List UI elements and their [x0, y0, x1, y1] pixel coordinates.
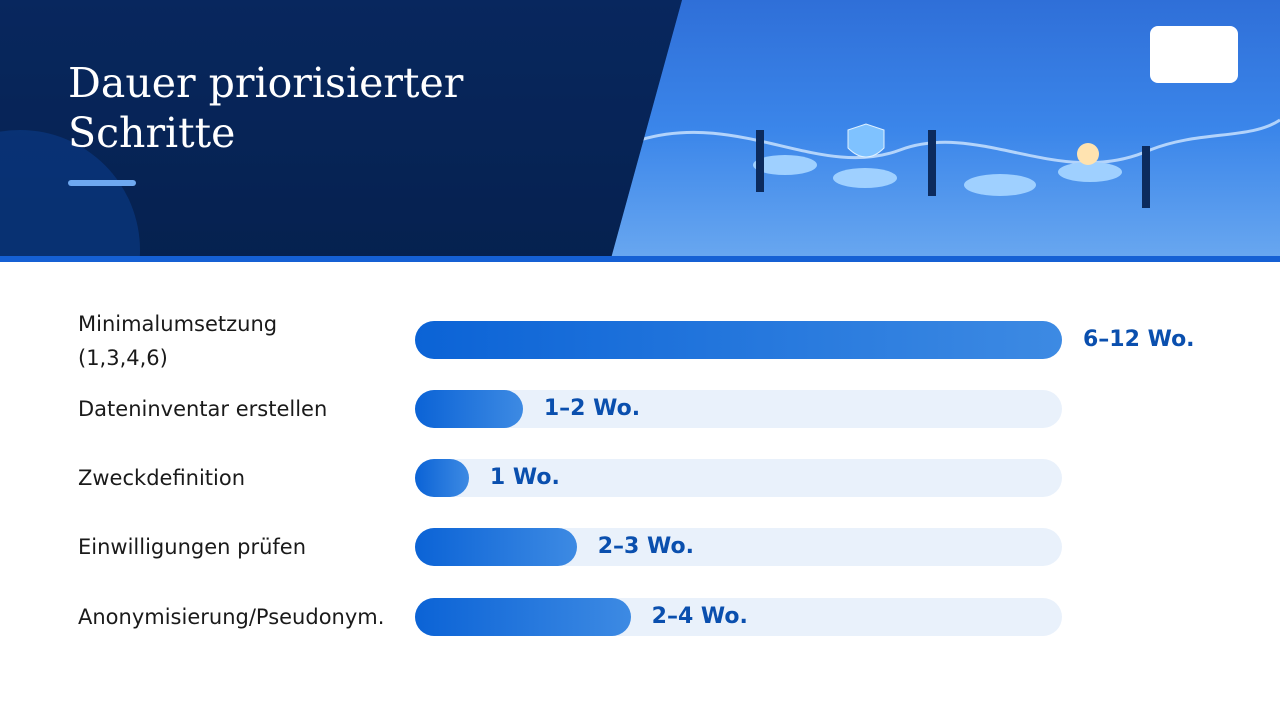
- value-label: 2–3 Wo.: [597, 534, 694, 559]
- category-label: Einwilligungen prüfen: [78, 535, 307, 559]
- bar: [415, 390, 523, 428]
- value-label: 1 Wo.: [489, 465, 560, 490]
- bar: [415, 598, 631, 636]
- bar: [415, 459, 469, 497]
- chart-title: Dauer priorisierter Schritte: [68, 59, 464, 157]
- category-label: Minimalumsetzung (1,3,4,6): [78, 312, 278, 370]
- bar-track: [415, 459, 1062, 497]
- header-banner: [0, 0, 1280, 262]
- category-label: Zweckdefinition: [78, 466, 246, 490]
- value-label: 6–12 Wo.: [1083, 327, 1195, 352]
- value-label: 2–4 Wo.: [651, 604, 748, 629]
- bar: [415, 321, 1062, 359]
- category-label: Anonymisierung/Pseudonym.: [78, 605, 385, 629]
- category-label: Dateninventar erstellen: [78, 397, 328, 421]
- value-label: 1–2 Wo.: [543, 396, 641, 421]
- bar-track: [415, 390, 1062, 428]
- bar: [415, 528, 577, 566]
